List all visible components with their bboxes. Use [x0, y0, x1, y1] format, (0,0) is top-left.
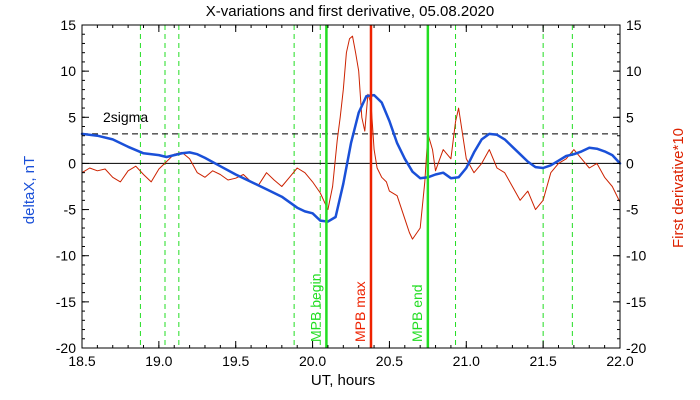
x-tick-label: 19.0	[145, 353, 172, 369]
chart-title: X-variations and first derivative, 05.08…	[206, 3, 495, 20]
plot-frame	[81, 24, 621, 349]
y-left-tick-label: -5	[64, 202, 77, 218]
series-derivative-line	[81, 35, 621, 240]
y-right-tick-label: -20	[626, 340, 646, 356]
x-tick-label: 21.5	[530, 353, 557, 369]
x-tick-label: 19.5	[222, 353, 249, 369]
event-marker-label: MPB begin	[307, 274, 323, 342]
y-right-tick-label: -10	[626, 248, 646, 264]
y-axis-label-left: deltaX, nT	[21, 156, 38, 224]
y-left-tick-label: -10	[56, 248, 76, 264]
x-tick-label: 18.5	[68, 353, 95, 369]
y-axis-label-right: First derivative*10	[670, 128, 687, 248]
y-right-tick-label: 0	[626, 155, 634, 171]
plot-area: MPB begin MPB max MPB end 18.5 19.0 19.5 20.0 2…	[56, 17, 647, 369]
y-left-tick-label: 5	[68, 109, 76, 125]
x-tick-label: 21.0	[453, 353, 480, 369]
y-left-tick-label: 0	[68, 155, 76, 171]
series-deltax-line	[80, 93, 622, 223]
y-right-tick-label: -15	[626, 294, 646, 310]
x-tick-label: 22.0	[606, 353, 633, 369]
y-left-tick-label: 10	[60, 63, 76, 79]
y-right-tick-label: -5	[626, 202, 639, 218]
event-marker-label: MPB max	[352, 281, 368, 342]
threshold-label: 2sigma	[103, 109, 148, 125]
y-left-tick-label: -15	[56, 294, 76, 310]
y-right-tick-label: 5	[626, 109, 634, 125]
y-left-tick-label: -20	[56, 340, 76, 356]
x-axis-label: UT, hours	[311, 372, 375, 389]
x-tick-label: 20.0	[299, 353, 326, 369]
y-right-tick-label: 15	[626, 17, 642, 33]
event-marker-label: MPB end	[409, 284, 425, 342]
x-tick-label: 20.5	[376, 353, 403, 369]
y-right-tick-label: 10	[626, 63, 642, 79]
y-left-tick-label: 15	[60, 17, 76, 33]
